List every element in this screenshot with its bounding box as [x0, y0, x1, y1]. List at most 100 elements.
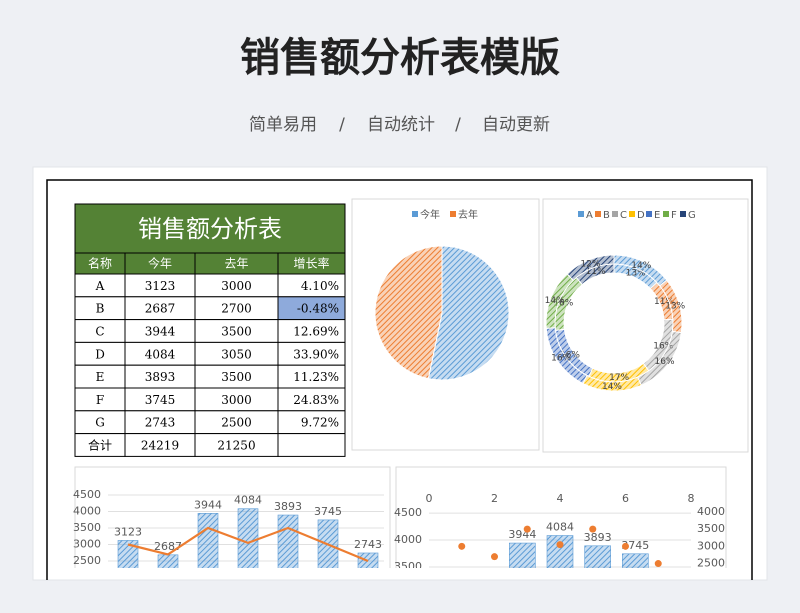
combo-chart: 0 2 4 6 8 3500 4000 4500 2500 3000 3500 4000 3944 408…: [394, 492, 725, 573]
y-tick-label: 3000: [73, 538, 101, 551]
legend-label: G: [688, 210, 696, 221]
y-tick-label: 3500: [394, 560, 422, 573]
legend-label: F: [671, 210, 677, 221]
cell-text: D: [95, 347, 105, 361]
cell-text: F: [96, 393, 104, 407]
feature: 自动更新: [482, 115, 550, 135]
bar: [117, 540, 139, 568]
cell-text: 2500: [221, 416, 252, 430]
data-label: 3745: [314, 505, 342, 518]
cell-text: 2687: [145, 302, 176, 316]
x-tick-label: 2: [491, 492, 498, 505]
data-label: 14%: [631, 261, 651, 271]
data-label: 11%: [586, 267, 606, 277]
data-label: 3745: [621, 539, 649, 552]
cell-text: 3050: [221, 347, 252, 361]
cell-text: 3893: [145, 370, 176, 384]
cell-text: C: [95, 325, 104, 339]
y2-tick-label: 3500: [697, 522, 725, 535]
legend-label: D: [637, 210, 645, 221]
legend-swatch: [412, 211, 418, 217]
cell-text: 4.10%: [301, 279, 339, 293]
line: [127, 526, 369, 563]
legend-swatch: [646, 211, 652, 217]
cell-text: 3944: [145, 325, 176, 339]
bar: [584, 545, 611, 568]
y-tick-label: 4000: [73, 505, 101, 518]
separator: /: [339, 115, 345, 135]
cell-text: -0.48%: [297, 302, 339, 316]
legend-swatch: [629, 211, 635, 217]
data-label: 3893: [584, 531, 612, 544]
cell-text: 12.69%: [293, 325, 339, 339]
cell-text: 24.83%: [293, 393, 339, 407]
feature: 自动统计: [367, 115, 435, 135]
separator: /: [455, 115, 461, 135]
pie-slice: [427, 245, 510, 381]
scatter-point: [654, 560, 662, 568]
data-label: 13%: [626, 268, 646, 278]
scatter-point: [491, 553, 498, 561]
data-label: 4084: [546, 521, 574, 534]
cell-text: B: [96, 302, 105, 316]
legend-swatch: [450, 211, 456, 217]
bar: [197, 513, 219, 568]
x-tick-label: 6: [622, 492, 629, 505]
table-title-bg: [74, 203, 346, 254]
doughnut-panel: [542, 198, 749, 453]
scatter-point: [589, 525, 597, 533]
data-label: 14%: [545, 296, 565, 306]
cell-text: 33.90%: [293, 347, 339, 361]
doughnut-segment: [566, 254, 615, 282]
bar: [509, 542, 536, 568]
data-label: 11%: [654, 297, 674, 307]
cell-text: 3500: [221, 370, 252, 384]
legend-swatch: [595, 211, 601, 217]
data-label: 4084: [234, 494, 262, 507]
scatter-point: [556, 541, 564, 549]
y-tick-label: 4500: [73, 488, 101, 501]
bar: [277, 514, 299, 568]
legend-label: C: [620, 210, 627, 221]
data-label: 14%: [602, 382, 622, 392]
cell-text: 2743: [145, 416, 176, 430]
x-tick-label: 8: [688, 492, 695, 505]
cell-text: 3500: [221, 325, 252, 339]
legend-swatch: [680, 211, 686, 217]
scatter-point: [622, 542, 629, 550]
data-label: 3944: [194, 498, 222, 511]
scatter-point: [458, 542, 466, 550]
cell-text: 3123: [145, 279, 176, 293]
cell-text: 合计: [88, 438, 112, 453]
data-label: 12%: [580, 260, 600, 270]
data-label: 3123: [114, 525, 142, 538]
bar: [237, 508, 259, 568]
cell-text: 24219: [141, 439, 179, 453]
data-label: 16%: [560, 351, 580, 361]
legend-label: 今年: [420, 208, 440, 221]
data-label: 3944: [508, 528, 536, 541]
cell-text: 3000: [221, 279, 252, 293]
column-header: 去年: [224, 257, 248, 271]
cell-text: 2700: [221, 302, 252, 316]
y-tick-label: 3500: [73, 521, 101, 534]
data-label: 16%: [551, 354, 571, 364]
table-title: 销售额分析表: [138, 215, 282, 243]
legend-swatch: [612, 211, 618, 217]
data-label: 3893: [274, 500, 302, 513]
cell-text: 3000: [221, 393, 252, 407]
data-label: 17%: [609, 373, 629, 383]
data-label: 16%: [655, 357, 675, 367]
cell-text: 21250: [217, 439, 255, 453]
y-tick-label: 4000: [394, 533, 422, 546]
legend-swatch: [663, 211, 669, 217]
cell-bg: [277, 433, 346, 457]
scatter-point: [523, 525, 531, 533]
cell-text: E: [96, 370, 105, 384]
x-tick-label: 0: [426, 492, 433, 505]
y2-tick-label: 3000: [697, 539, 725, 552]
cell-text: G: [95, 416, 105, 430]
sheet-border: [46, 179, 753, 580]
